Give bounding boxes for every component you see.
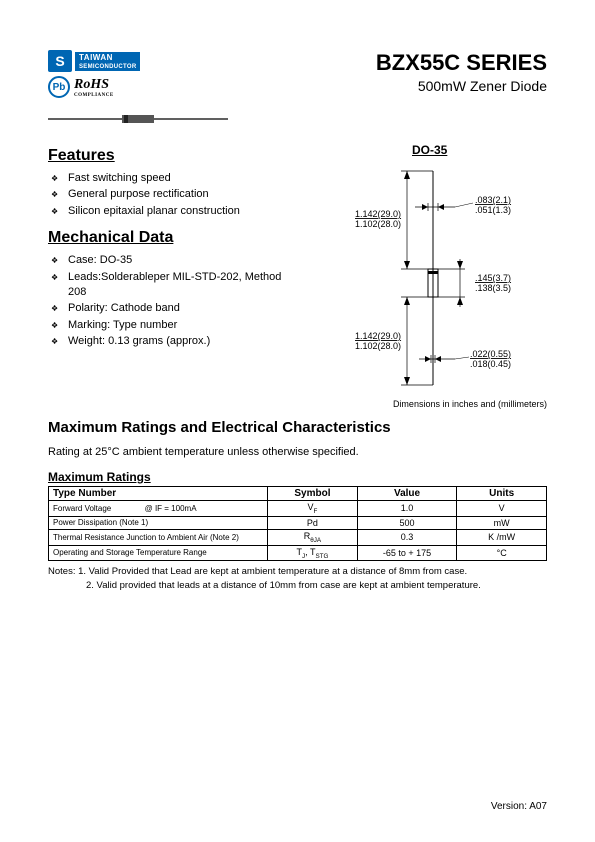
dim-text: 1.102(28.0) — [355, 341, 401, 351]
pb-icon: Pb — [48, 76, 70, 98]
table-row: Thermal Resistance Junction to Ambient A… — [49, 529, 547, 545]
title-block: BZX55C SERIES 500mW Zener Diode — [376, 50, 547, 98]
note2: 2. Valid provided that leads at a distan… — [48, 580, 481, 591]
col-symbol: Symbol — [268, 487, 358, 501]
dim-text: .018(0.45) — [470, 359, 511, 369]
logo-block: S TAIWAN SEMICONDUCTOR Pb RoHS COMPLIANC… — [48, 50, 140, 98]
cell-type: Forward Voltage @ IF = 100mA — [49, 501, 268, 517]
dim-text: 1.102(28.0) — [355, 219, 401, 229]
features-list: Fast switching speed General purpose rec… — [48, 171, 294, 219]
package-drawing-icon: 1.142(29.0) 1.102(28.0) 1.142(29.0) 1.10… — [315, 163, 545, 393]
list-item: Leads:Solderableper MIL-STD-202, Method … — [48, 270, 294, 301]
dim-text: .083(2.1) — [475, 195, 511, 205]
package-title: DO-35 — [312, 143, 547, 157]
header-row: S TAIWAN SEMICONDUCTOR Pb RoHS COMPLIANC… — [48, 50, 547, 98]
cell-units: V — [457, 501, 547, 517]
cell-symbol: VF — [268, 501, 358, 517]
cell-value: 0.3 — [357, 529, 457, 545]
list-item: Marking: Type number — [48, 318, 294, 333]
list-item: Case: DO-35 — [48, 253, 294, 268]
list-item: Fast switching speed — [48, 171, 294, 186]
cell-units: K /mW — [457, 529, 547, 545]
dim-text: .145(3.7) — [475, 273, 511, 283]
right-column: DO-35 1.142(29.0) 1.102(28.0) 1.142(29.0… — [312, 143, 547, 393]
col-units: Units — [457, 487, 547, 501]
table-header-row: Type Number Symbol Value Units — [49, 487, 547, 501]
dimension-note: Dimensions in inches and (millimeters) — [48, 399, 547, 409]
note1: 1. Valid Provided that Lead are kept at … — [78, 566, 467, 577]
notes-label: Notes: — [48, 566, 75, 577]
cell-value: 500 — [357, 516, 457, 529]
list-item: Weight: 0.13 grams (approx.) — [48, 334, 294, 349]
cell-units: °C — [457, 545, 547, 561]
ratings-section-title: Maximum Ratings and Electrical Character… — [48, 419, 547, 436]
rohs-logo: Pb RoHS COMPLIANCE — [48, 76, 140, 98]
cell-value: -65 to + 175 — [357, 545, 457, 561]
rohs-sub: COMPLIANCE — [74, 93, 114, 98]
cell-type: Thermal Resistance Junction to Ambient A… — [49, 529, 268, 545]
col-type: Type Number — [49, 487, 268, 501]
dim-text: 1.142(29.0) — [355, 209, 401, 219]
version-label: Version: A07 — [491, 801, 547, 812]
taiwan-semi-logo: S TAIWAN SEMICONDUCTOR — [48, 50, 140, 72]
features-title: Features — [48, 147, 294, 165]
table-row: Forward Voltage @ IF = 100mA VF 1.0 V — [49, 501, 547, 517]
dim-text: .022(0.55) — [470, 349, 511, 359]
ts-line2: SEMICONDUCTOR — [75, 63, 140, 71]
dim-text: 1.142(29.0) — [355, 331, 401, 341]
ratings-table: Type Number Symbol Value Units Forward V… — [48, 486, 547, 561]
rohs-main: RoHS — [74, 77, 114, 93]
dim-text: .138(3.5) — [475, 283, 511, 293]
ts-icon: S — [48, 50, 72, 72]
page-subtitle: 500mW Zener Diode — [376, 78, 547, 94]
cell-symbol: TJ, TSTG — [268, 545, 358, 561]
table-row: Power Dissipation (Note 1) Pd 500 mW — [49, 516, 547, 529]
cell-symbol: RθJA — [268, 529, 358, 545]
ts-line1: TAIWAN — [75, 52, 140, 63]
list-item: Polarity: Cathode band — [48, 301, 294, 316]
middle-row: Features Fast switching speed General pu… — [48, 143, 547, 393]
mechanical-title: Mechanical Data — [48, 229, 294, 247]
page-title: BZX55C SERIES — [376, 50, 547, 76]
dim-text: .051(1.3) — [475, 205, 511, 215]
ratings-table-title: Maximum Ratings — [48, 470, 547, 484]
cell-type: Power Dissipation (Note 1) — [49, 516, 268, 529]
list-item: General purpose rectification — [48, 187, 294, 202]
cell-type: Operating and Storage Temperature Range — [49, 545, 268, 561]
cell-units: mW — [457, 516, 547, 529]
col-value: Value — [357, 487, 457, 501]
rohs-text: RoHS COMPLIANCE — [74, 77, 114, 98]
diode-symbol-icon — [48, 112, 228, 126]
cell-symbol: Pd — [268, 516, 358, 529]
mechanical-list: Case: DO-35 Leads:Solderableper MIL-STD-… — [48, 253, 294, 349]
ratings-condition: Rating at 25°C ambient temperature unles… — [48, 446, 547, 458]
left-column: Features Fast switching speed General pu… — [48, 143, 294, 393]
ts-text: TAIWAN SEMICONDUCTOR — [75, 52, 140, 71]
cell-value: 1.0 — [357, 501, 457, 517]
table-row: Operating and Storage Temperature Range … — [49, 545, 547, 561]
list-item: Silicon epitaxial planar construction — [48, 204, 294, 219]
table-notes: Notes: 1. Valid Provided that Lead are k… — [48, 565, 547, 592]
